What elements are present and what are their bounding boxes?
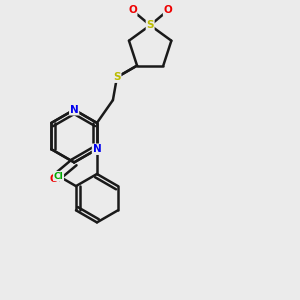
Text: S: S: [113, 72, 121, 82]
Text: Cl: Cl: [54, 172, 63, 181]
Text: O: O: [50, 174, 58, 184]
Text: N: N: [70, 105, 79, 115]
Text: S: S: [146, 20, 154, 30]
Text: O: O: [164, 5, 172, 15]
Text: N: N: [93, 144, 101, 154]
Text: O: O: [128, 5, 137, 15]
